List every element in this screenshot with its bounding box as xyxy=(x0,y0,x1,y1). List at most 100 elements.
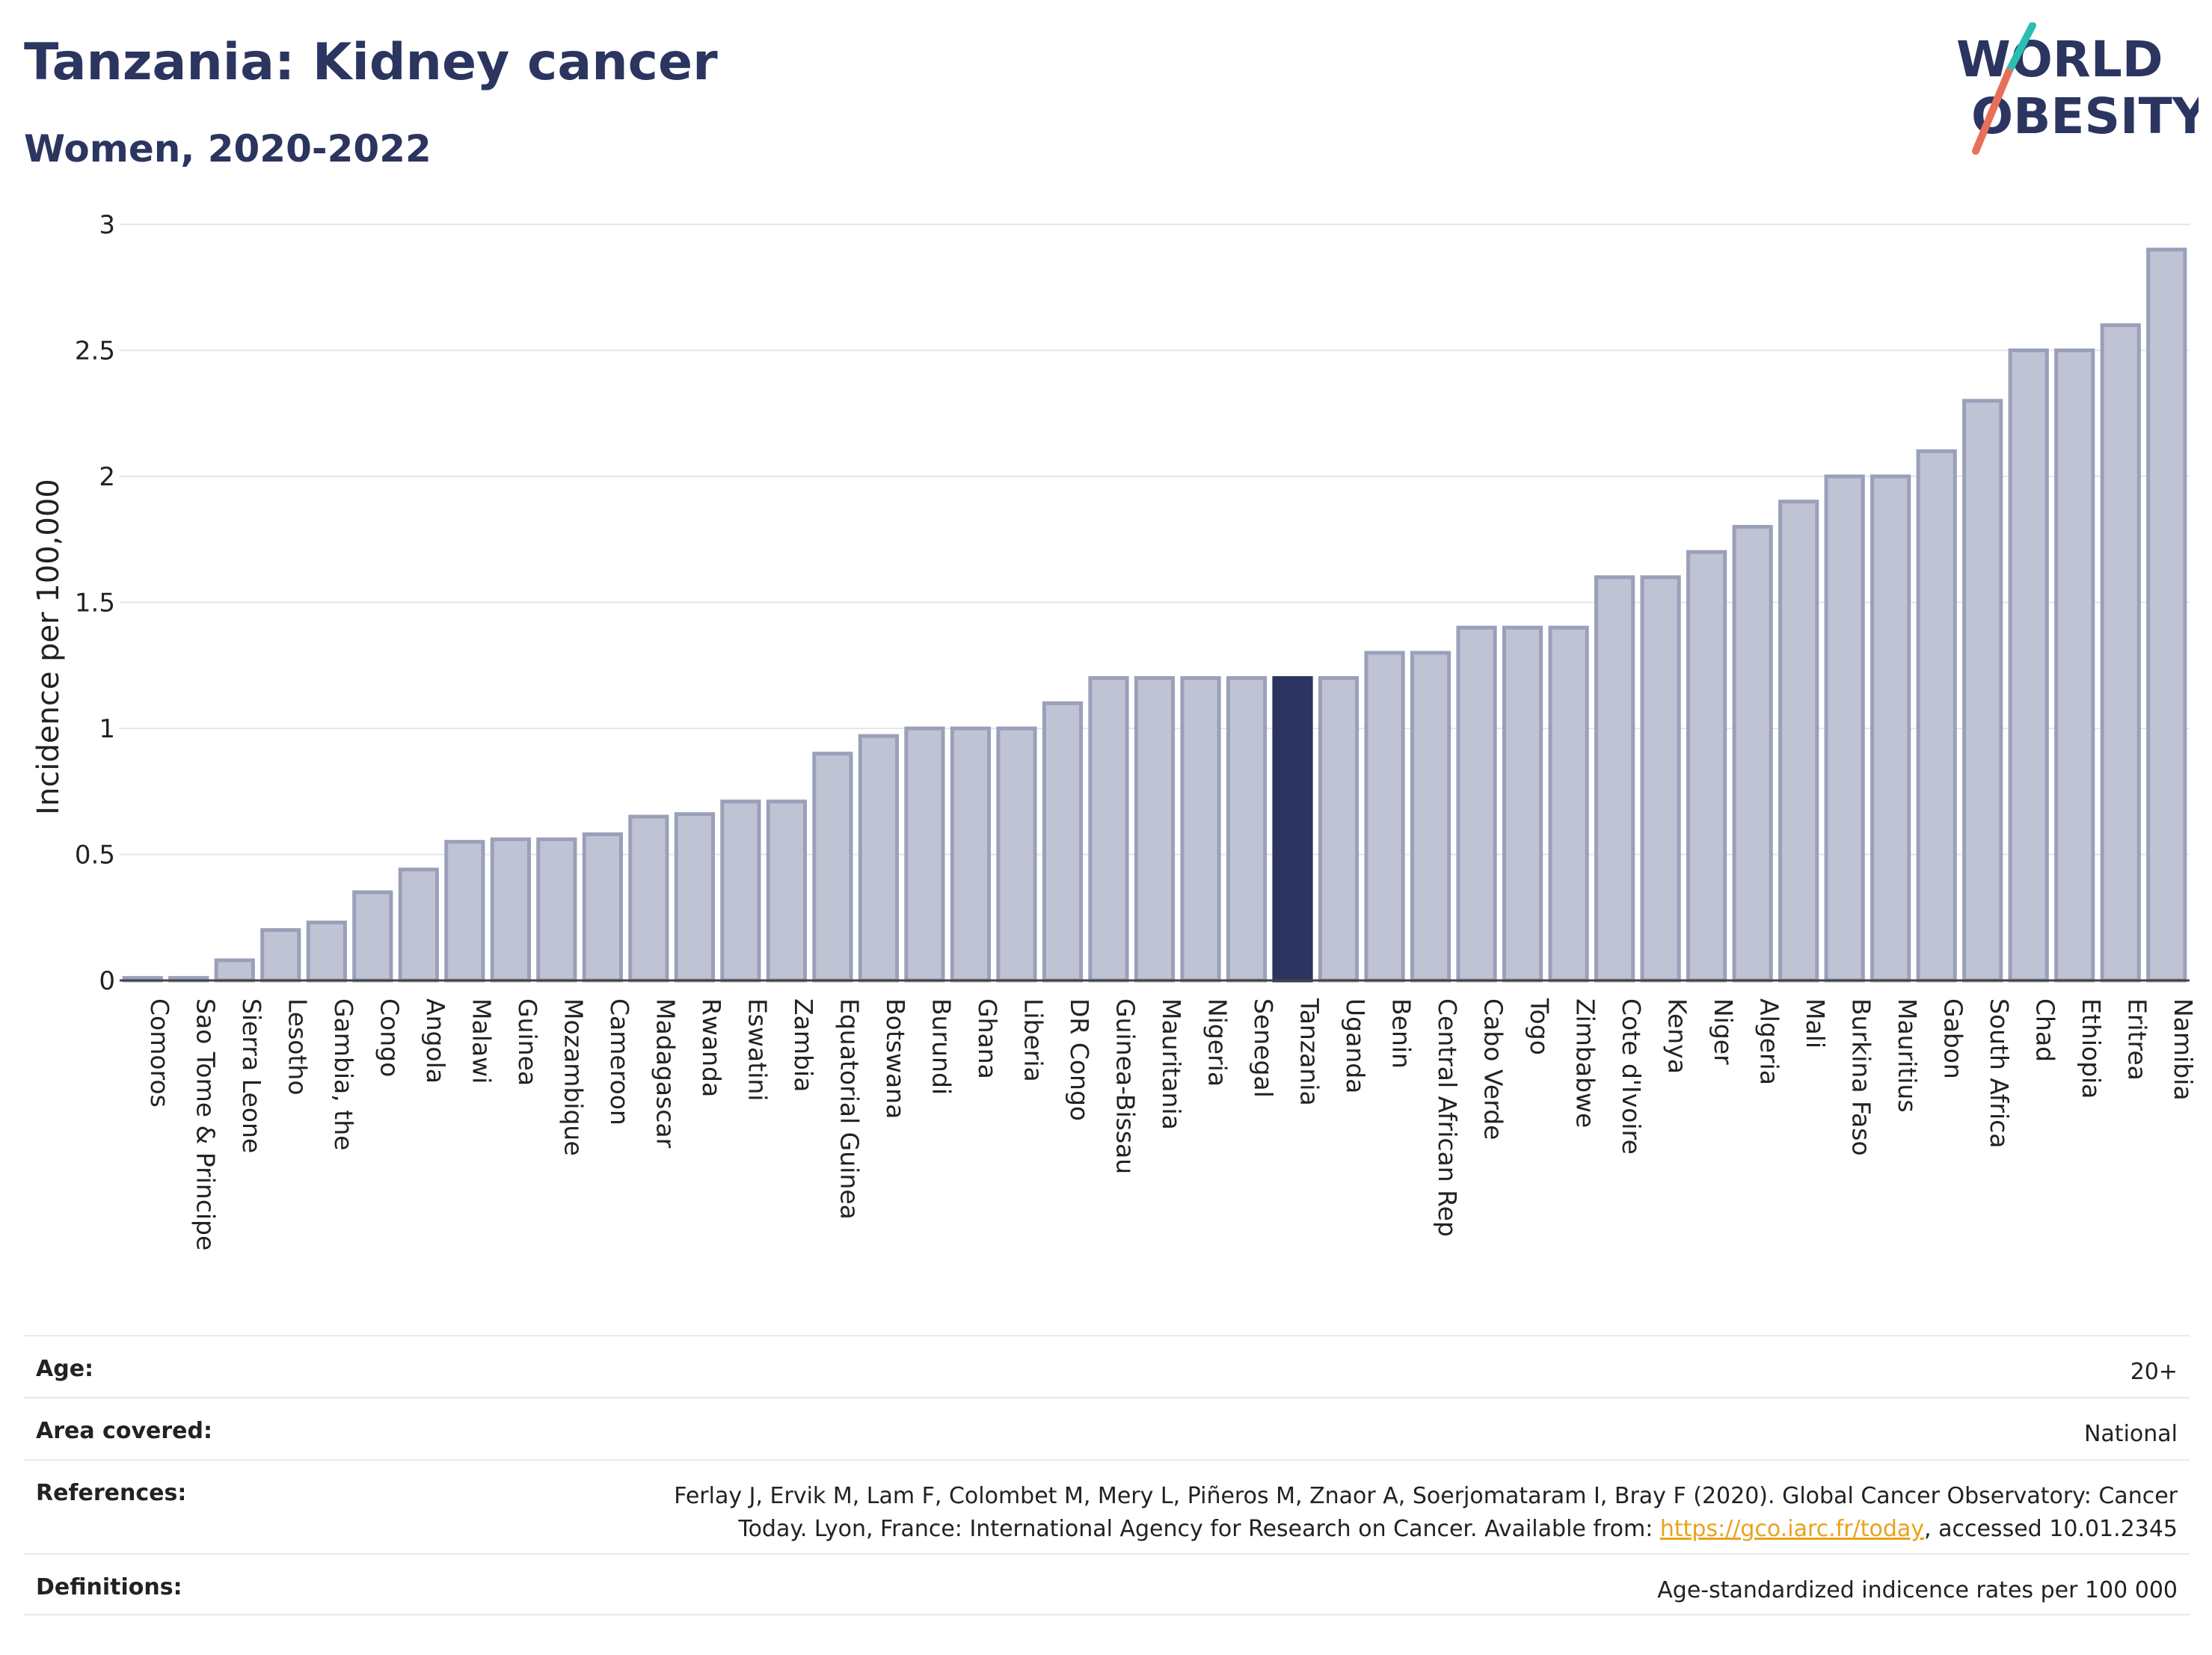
x-tick-label: Liberia xyxy=(1019,998,1048,1082)
bar xyxy=(1824,474,1865,983)
x-tick-label: Mauritius xyxy=(1893,998,1922,1113)
bar xyxy=(1548,625,1589,983)
bar xyxy=(2146,248,2187,983)
bar xyxy=(444,840,485,983)
y-tick-label: 0.5 xyxy=(75,841,115,871)
y-tick-label: 1.5 xyxy=(75,589,115,618)
bar xyxy=(1364,651,1405,983)
logo-slash-coral xyxy=(1972,68,2012,155)
bar xyxy=(1226,676,1268,983)
x-tick-label: Ghana xyxy=(973,998,1002,1079)
area-label: Area covered: xyxy=(36,1418,212,1444)
age-label: Age: xyxy=(36,1356,94,1382)
x-tick-label: Togo xyxy=(1525,998,1554,1055)
bar xyxy=(582,832,623,983)
x-tick-label: Nigeria xyxy=(1203,998,1232,1087)
references-value: Ferlay J, Ervik M, Lam F, Colombet M, Me… xyxy=(674,1480,2178,1546)
bar xyxy=(1456,625,1497,983)
bar xyxy=(214,958,255,983)
bar xyxy=(812,752,853,983)
x-tick-label: Cabo Verde xyxy=(1479,998,1508,1140)
bar xyxy=(352,890,393,983)
x-tick-label: Burundi xyxy=(927,998,956,1095)
x-tick-label: Guinea-Bissau xyxy=(1110,998,1140,1174)
area-value: National xyxy=(2083,1421,2178,1447)
x-tick-label: Tanzania xyxy=(1295,998,1324,1106)
x-tick-label: Central African Rep xyxy=(1433,998,1462,1237)
bar xyxy=(306,920,347,983)
bar xyxy=(1594,575,1635,983)
x-tick-label: Eritrea xyxy=(2123,998,2152,1081)
info-row-definitions: Definitions: Age-standardized indicence … xyxy=(24,1553,2190,1615)
world-obesity-logo: WORLD OBESITY xyxy=(1956,22,2199,155)
definitions-label: Definitions: xyxy=(36,1574,182,1600)
x-tick-label: Burkina Faso xyxy=(1847,998,1876,1156)
x-tick-label: Botswana xyxy=(881,998,910,1119)
bar xyxy=(1088,676,1129,983)
bar xyxy=(1962,399,2003,983)
bar xyxy=(1778,500,1819,983)
x-tick-label: Chad xyxy=(2031,998,2060,1062)
x-tick-label: Sao Tome & Principe xyxy=(191,998,220,1250)
x-tick-label: Zimbabwe xyxy=(1571,998,1600,1128)
bar xyxy=(2008,348,2049,983)
bar xyxy=(1042,701,1084,983)
x-tick-label: Equatorial Guinea xyxy=(835,998,864,1220)
bar xyxy=(1134,676,1176,983)
x-tick-label: Ethiopia xyxy=(2077,998,2106,1099)
bar xyxy=(398,868,439,983)
logo-text-world: WORLD xyxy=(1956,31,2163,88)
age-value: 20+ xyxy=(2130,1359,2178,1385)
bar xyxy=(1180,676,1221,983)
bar xyxy=(674,812,715,983)
y-tick-label: 2.5 xyxy=(75,337,115,366)
bar xyxy=(2100,323,2141,983)
x-axis-labels: Comoros Sao Tome & Principe Sierra Leone Le… xyxy=(145,998,2198,1250)
bars xyxy=(122,248,2187,983)
x-tick-label: Zambia xyxy=(789,998,818,1092)
x-tick-label: Lesotho xyxy=(283,998,312,1096)
x-tick-label: DR Congo xyxy=(1065,998,1094,1121)
y-axis-ticks: 0 0.5 1 1.5 2 2.5 3 xyxy=(75,210,115,996)
bar-highlighted xyxy=(1272,676,1313,983)
bar xyxy=(2054,348,2095,983)
x-tick-label: Niger xyxy=(1709,998,1738,1065)
y-tick-label: 1 xyxy=(99,714,115,744)
x-tick-label: Uganda xyxy=(1341,998,1370,1093)
x-tick-label: Kenya xyxy=(1663,998,1692,1074)
x-tick-label: Namibia xyxy=(2169,998,2198,1101)
x-tick-label: Benin xyxy=(1387,998,1416,1069)
bar xyxy=(1732,524,1773,983)
x-tick-label: Gambia, the xyxy=(329,998,358,1150)
x-tick-label: Angola xyxy=(421,998,450,1084)
y-tick-label: 3 xyxy=(99,210,115,240)
info-row-area: Area covered: National xyxy=(24,1397,2190,1459)
y-tick-label: 2 xyxy=(99,462,115,492)
bar xyxy=(1410,651,1451,983)
bar-chart: 0 0.5 1 1.5 2 2.5 3 Comoros Sao Tome & Principe… xyxy=(31,210,2198,1250)
logo-slash-teal xyxy=(2005,22,2036,76)
x-tick-label: Congo xyxy=(375,998,404,1077)
x-tick-label: Madagascar xyxy=(651,998,680,1149)
bar xyxy=(996,726,1037,983)
bar xyxy=(766,799,808,983)
page-subtitle: Women, 2020-2022 xyxy=(24,127,431,171)
x-tick-label: Gabon xyxy=(1939,998,1968,1079)
x-tick-label: Guinea xyxy=(513,998,542,1086)
references-line-2: Today. Lyon, France: International Agenc… xyxy=(674,1513,2178,1546)
definitions-value: Age-standardized indicence rates per 100… xyxy=(1657,1577,2178,1603)
bar xyxy=(490,837,531,983)
references-line-2-pre: Today. Lyon, France: International Agenc… xyxy=(738,1516,1660,1542)
bar xyxy=(1318,676,1360,983)
x-tick-label: Cote d'Ivoire xyxy=(1617,998,1646,1155)
x-tick-label: South Africa xyxy=(1985,998,2014,1149)
bar xyxy=(950,726,992,983)
x-tick-label: Mauritania xyxy=(1157,998,1186,1130)
references-link[interactable]: https://gco.iarc.fr/today xyxy=(1659,1516,1925,1542)
bar xyxy=(1640,575,1681,983)
x-tick-label: Sierra Leone xyxy=(237,998,266,1153)
bar xyxy=(1686,550,1727,983)
bar xyxy=(536,837,577,983)
x-tick-label: Cameroon xyxy=(605,998,634,1126)
x-tick-label: Mozambique xyxy=(559,998,588,1156)
